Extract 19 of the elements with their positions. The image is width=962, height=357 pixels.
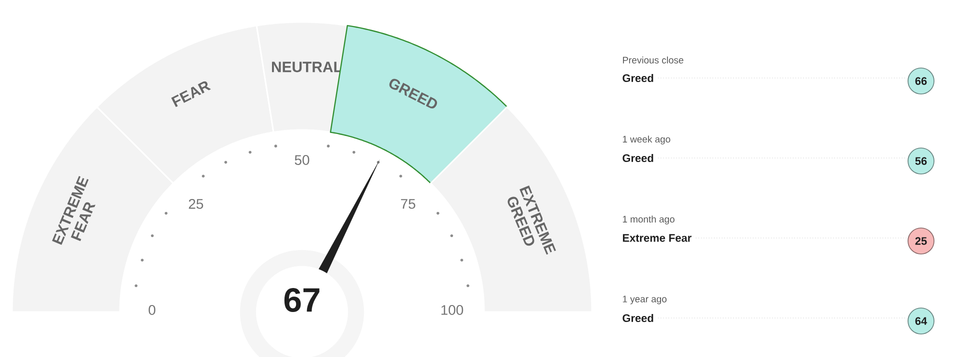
text: Greed <box>622 314 654 322</box>
data-label: 25 <box>915 237 927 245</box>
text: 75 <box>401 199 416 209</box>
text: 0 <box>148 305 156 315</box>
category-label: 1 month ago <box>622 216 674 224</box>
text: 67 <box>284 288 320 312</box>
text: 50 <box>294 155 310 165</box>
data-label: 64 <box>915 317 928 325</box>
slice-label: NEUTRAL <box>272 62 342 72</box>
data-label: 66 <box>915 77 927 85</box>
category-label: 1 year ago <box>622 296 667 304</box>
text: 25 <box>188 198 204 209</box>
text: Extreme Fear <box>622 234 692 242</box>
text: Greed <box>622 154 654 162</box>
text: 100 <box>441 305 464 315</box>
data-label: 56 <box>915 157 927 165</box>
category-label: 1 week ago <box>622 136 670 144</box>
category-label: Previous close <box>622 56 684 64</box>
text: Greed <box>622 74 654 82</box>
